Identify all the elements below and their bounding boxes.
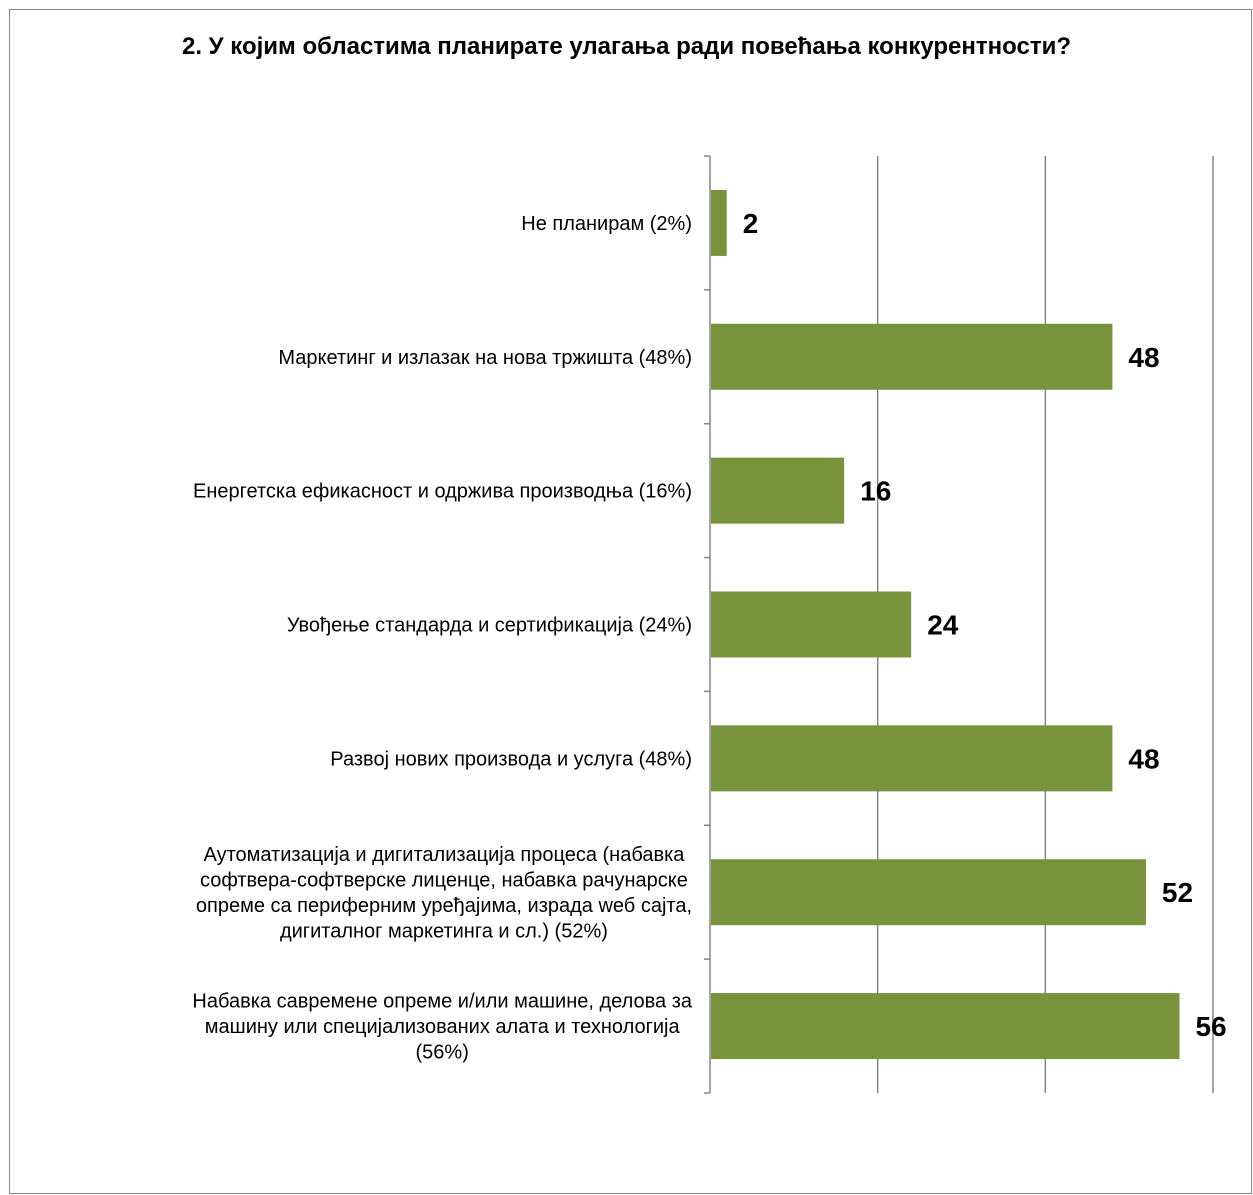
value-label-5: 48 xyxy=(1128,743,1159,774)
bars xyxy=(711,189,1180,1060)
bar-5 xyxy=(711,725,1113,792)
category-label-1: Не планирам (2%) xyxy=(521,213,692,235)
value-label-3: 16 xyxy=(860,476,891,507)
value-label-4: 24 xyxy=(927,610,959,641)
value-label-2: 48 xyxy=(1128,342,1159,373)
category-axis xyxy=(704,155,711,1094)
value-labels: 2 48 16 24 48 52 56 xyxy=(743,208,1227,1042)
value-label-1: 2 xyxy=(743,208,759,239)
category-label-2: Маркетинг и излазак на нова тржишта (48%… xyxy=(278,347,692,369)
value-label-6: 52 xyxy=(1162,877,1193,908)
category-label-5: Развој нових производа и услуга (48%) xyxy=(330,748,692,770)
bar-6 xyxy=(711,859,1146,926)
bar-2 xyxy=(711,323,1113,390)
category-label-3: Енергетска ефикасност и одржива производ… xyxy=(193,481,692,503)
bar-7 xyxy=(711,993,1180,1060)
category-labels: Не планирам (2%) Маркетинг и излазак на н… xyxy=(192,213,692,1064)
category-label-6: Аутоматизација и дигитализација процеса … xyxy=(196,844,692,943)
value-label-7: 56 xyxy=(1195,1011,1226,1042)
bar-3 xyxy=(711,457,845,524)
category-label-4: Увођење стандарда и сертификација (24%) xyxy=(287,615,692,637)
category-label-7: Набавка савремене опреме и/или машине, д… xyxy=(192,991,692,1064)
bar-1 xyxy=(711,189,727,256)
bar-4 xyxy=(711,591,912,658)
chart-title: 2. У којим областима планирате улагања р… xyxy=(181,33,1071,60)
